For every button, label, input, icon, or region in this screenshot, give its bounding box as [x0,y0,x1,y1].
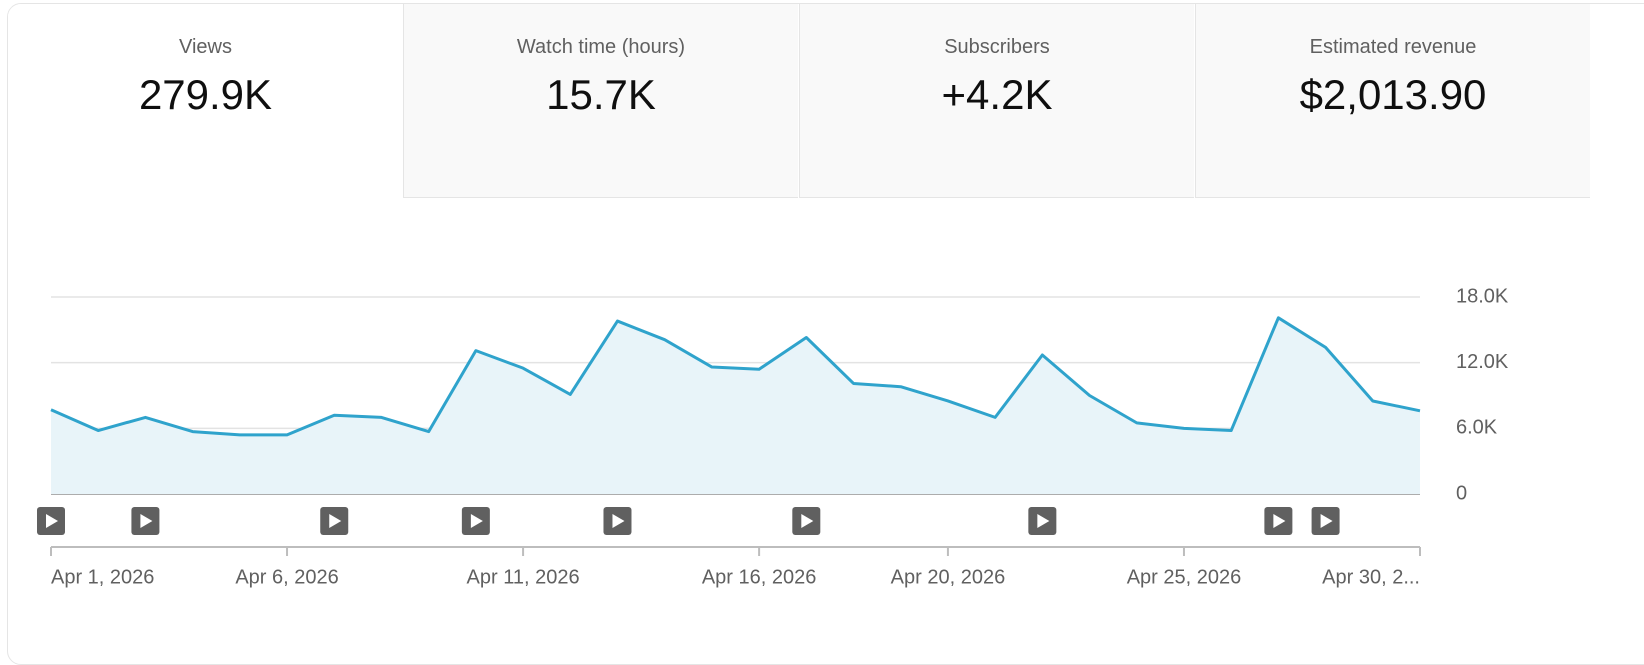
y-tick-label: 0 [1456,482,1467,504]
play-glyph [1037,514,1050,528]
y-tick-label: 18.0K [1456,285,1509,307]
video-marker[interactable] [320,507,349,535]
line [50,316,1421,437]
video-marker[interactable] [131,507,160,535]
video-marker[interactable] [603,507,632,535]
metric-tab[interactable]: Estimated revenue $2,013.90 [1195,4,1590,198]
analytics-card: Views 279.9K Watch time (hours) 15.7K Subs… [7,3,1644,665]
play-glyph [612,514,625,528]
video-marker[interactable] [1264,507,1293,535]
play-glyph [470,514,483,528]
area-fill [51,317,1420,494]
tab-label: Estimated revenue [1309,36,1477,58]
play-glyph [1320,514,1333,528]
y-tick-label: 6.0K [1456,417,1498,439]
tab-label: Subscribers [944,36,1050,58]
x-tick-label: Apr 20, 2026 [891,566,1006,588]
play-glyph [1273,514,1286,528]
metric-tab[interactable]: Watch time (hours) 15.7K [403,4,798,198]
x-tick-label: Apr 1, 2026 [51,566,154,588]
x-tick-label: Apr 25, 2026 [1127,566,1242,588]
tab-label: Watch time (hours) [516,36,686,58]
tab-value: $2,013.90 [1299,71,1487,118]
video-marker[interactable] [37,507,65,535]
video-marker[interactable] [1311,507,1340,535]
video-marker[interactable] [461,507,490,535]
tab-value: 15.7K [546,71,656,118]
tab-label: Views [179,36,232,58]
play-glyph [801,514,814,528]
metric-tab[interactable]: Subscribers +4.2K [799,4,1194,198]
x-tick-label: Apr 6, 2026 [235,566,338,588]
x-tick-label: Apr 16, 2026 [702,566,817,588]
play-glyph [46,514,58,528]
video-marker[interactable] [1028,507,1057,535]
x-tick-label: Apr 30, 2... [1322,566,1420,588]
play-glyph [140,514,153,528]
x-tick-label: Apr 11, 2026 [467,566,580,588]
metric-tab[interactable]: Views 279.9K [8,4,403,198]
play-glyph [329,514,342,528]
video-marker[interactable] [792,507,821,535]
tab-value: 279.9K [138,71,273,118]
tab-value: +4.2K [941,71,1053,118]
y-tick-label: 12.0K [1456,351,1509,373]
